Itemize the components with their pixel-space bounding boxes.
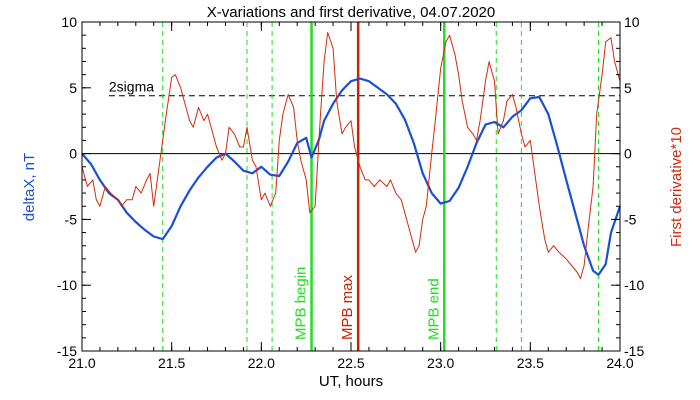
series-line-deltaX	[81, 77, 622, 276]
x-tick-label: 22.0	[248, 355, 275, 371]
event-label: MPB end	[425, 278, 442, 340]
y-right-tick-label: -15	[624, 343, 644, 359]
y-right-tick-label: -10	[624, 277, 644, 293]
x-tick-label: 23.5	[517, 355, 544, 371]
y-left-tick-label: -15	[57, 343, 77, 359]
series-line-derivative	[81, 32, 621, 280]
x-tick-label: 24.0	[606, 355, 633, 371]
x-tick-label: 21.5	[158, 355, 185, 371]
event-label: MPB begin	[293, 267, 310, 340]
y-left-tick-label: 0	[69, 146, 77, 162]
y-axis-right-label: First derivative*10	[668, 127, 685, 247]
y-left-tick-label: 10	[61, 14, 77, 30]
y-left-tick-label: 5	[69, 80, 77, 96]
plot-area: 2sigma MPB begin MPB max MPB end 21.0 21.5 22.…	[57, 14, 645, 371]
x-axis-label: UT, hours	[319, 373, 383, 390]
y-left-tick-label: -10	[57, 277, 77, 293]
y-right-tick-label: 5	[624, 80, 632, 96]
y-right-tick-label: 0	[624, 146, 632, 162]
event-label: MPB max	[339, 274, 356, 340]
chart-title: X-variations and first derivative, 04.07…	[207, 4, 496, 21]
x-tick-label: 21.0	[68, 355, 95, 371]
sigma-line-label: 2sigma	[109, 79, 154, 95]
y-axis-left-label: deltaX, nT	[21, 153, 38, 221]
y-right-tick-label: 10	[624, 14, 640, 30]
x-tick-label: 23.0	[427, 355, 454, 371]
x-tick-label: 22.5	[337, 355, 364, 371]
y-left-tick-label: -5	[65, 211, 78, 227]
y-right-tick-label: -5	[624, 211, 637, 227]
